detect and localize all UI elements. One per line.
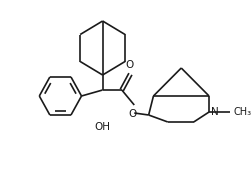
Text: O: O	[125, 60, 133, 70]
Text: CH₃: CH₃	[232, 107, 250, 117]
Text: OH: OH	[94, 122, 110, 132]
Text: N: N	[210, 107, 218, 117]
Text: O: O	[128, 109, 136, 119]
